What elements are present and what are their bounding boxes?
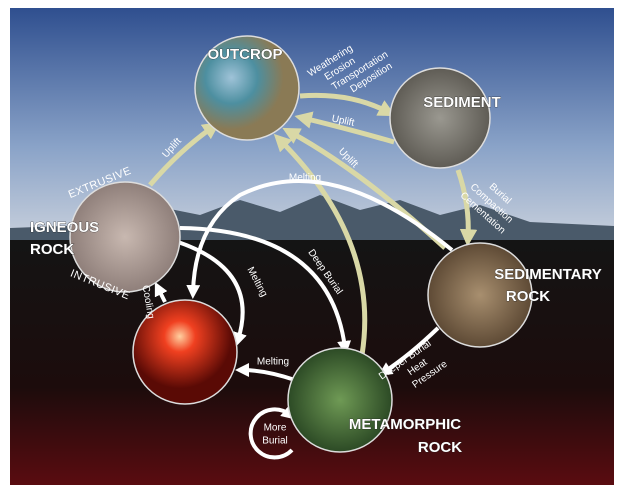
node-label: IGNEOUS (30, 219, 99, 236)
node-label: ROCK (418, 439, 462, 456)
node-label: SEDIMENT (423, 94, 501, 111)
node-label: SEDIMENTARY (494, 266, 602, 283)
node-label: ROCK (506, 288, 550, 305)
metamorphic-image (288, 348, 392, 452)
edge-label: Melting (289, 173, 321, 184)
node-label: ROCK (30, 241, 74, 258)
edge-label: More (264, 423, 287, 434)
edge-label: Melting (257, 357, 289, 368)
node-label: OUTCROP (208, 46, 283, 63)
edge-label: Burial (262, 436, 288, 447)
node-label: METAMORPHIC (349, 416, 461, 433)
rock-cycle-diagram: OUTCROP SEDIMENT SEDIMENTARY ROCK METAMO… (0, 0, 624, 491)
sediment-image (390, 68, 490, 168)
